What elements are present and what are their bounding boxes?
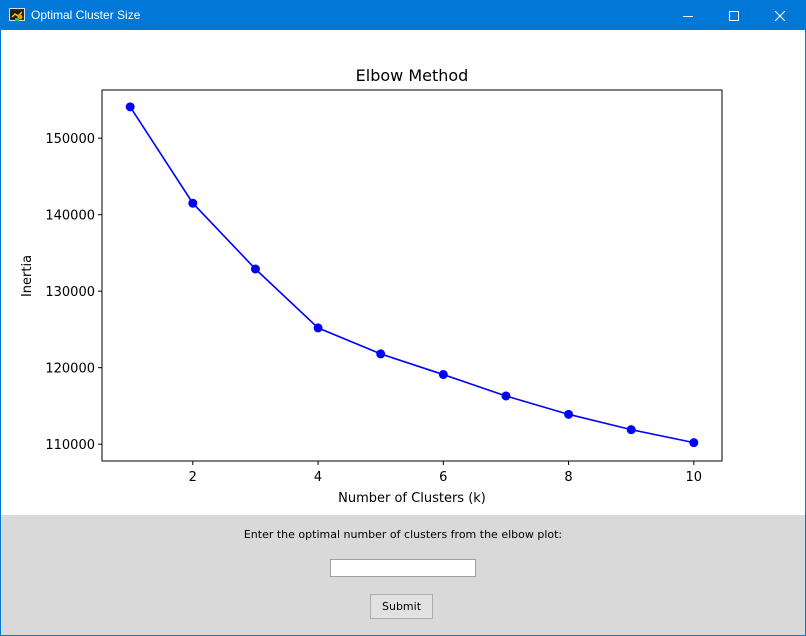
y-tick-label: 150000 bbox=[45, 132, 95, 147]
cluster-count-input[interactable] bbox=[330, 559, 476, 577]
data-point bbox=[313, 323, 323, 333]
data-point bbox=[626, 425, 636, 435]
minimize-icon bbox=[683, 15, 693, 17]
elbow-chart: Elbow Method 2 4 6 8 10 110000 120000 130000 140… bbox=[20, 66, 723, 506]
close-button[interactable] bbox=[757, 1, 803, 30]
data-point bbox=[125, 102, 135, 112]
data-point bbox=[564, 409, 574, 419]
plot-frame bbox=[101, 89, 723, 462]
x-tick-label: 8 bbox=[564, 470, 572, 485]
maximize-button[interactable] bbox=[711, 1, 757, 30]
minimize-button[interactable] bbox=[665, 1, 711, 30]
data-point bbox=[689, 438, 699, 448]
data-point bbox=[250, 264, 260, 274]
maximize-icon bbox=[729, 10, 739, 21]
window-title: Optimal Cluster Size bbox=[31, 8, 141, 22]
x-tick-label: 2 bbox=[189, 470, 197, 485]
y-tick-label: 130000 bbox=[45, 285, 95, 300]
y-tick-label: 120000 bbox=[45, 362, 95, 377]
title-bar[interactable]: Optimal Cluster Size bbox=[1, 1, 805, 30]
y-tick-label: 110000 bbox=[45, 438, 95, 453]
x-tick-label: 6 bbox=[439, 470, 447, 485]
data-point bbox=[438, 370, 448, 380]
submit-button[interactable]: Submit bbox=[370, 594, 433, 619]
chart-title: Elbow Method bbox=[356, 66, 469, 85]
control-panel: Enter the optimal number of clusters fro… bbox=[1, 515, 805, 635]
data-point bbox=[376, 349, 386, 359]
close-icon bbox=[775, 10, 785, 21]
x-axis-label: Number of Clusters (k) bbox=[338, 491, 486, 506]
x-tick-label: 10 bbox=[686, 470, 703, 485]
y-tick-label: 140000 bbox=[45, 209, 95, 224]
series-line bbox=[129, 106, 694, 444]
data-point bbox=[188, 198, 198, 208]
cluster-prompt-label: Enter the optimal number of clusters fro… bbox=[243, 528, 563, 541]
x-tick-label: 4 bbox=[314, 470, 322, 485]
data-point bbox=[501, 391, 511, 401]
app-icon bbox=[9, 8, 25, 21]
y-axis-label: Inertia bbox=[20, 255, 35, 297]
plot-area: Elbow Method 2 4 6 8 10 110000 120000 130000 140… bbox=[1, 30, 805, 515]
